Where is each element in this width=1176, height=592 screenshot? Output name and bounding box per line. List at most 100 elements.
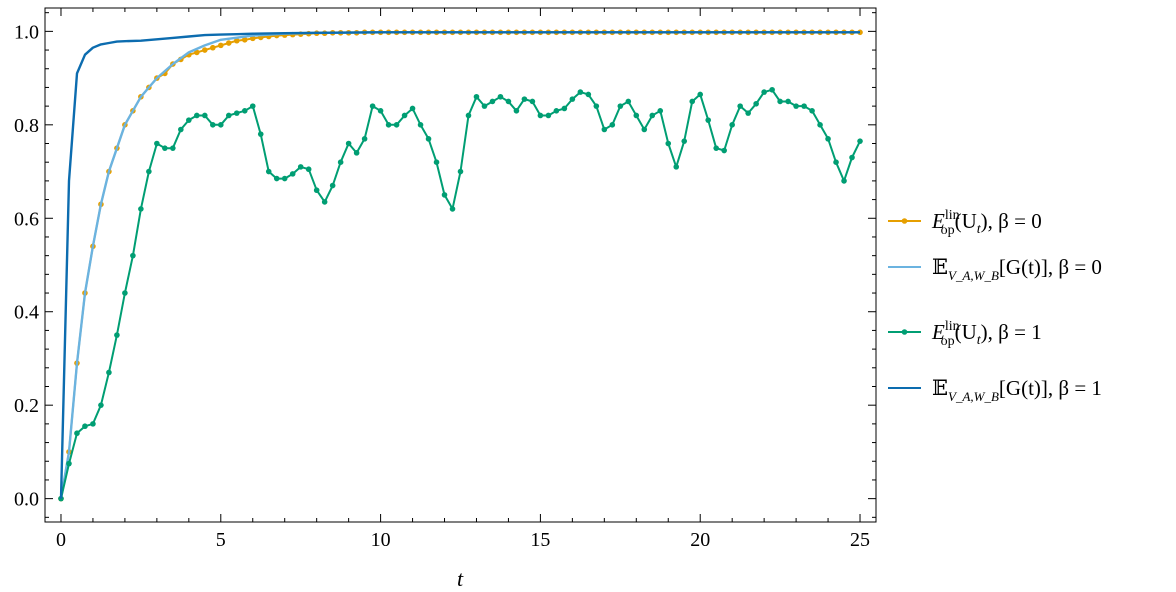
data-point bbox=[154, 140, 160, 147]
data-point bbox=[665, 140, 672, 147]
data-point bbox=[225, 40, 232, 46]
legend-main: E bbox=[931, 209, 945, 233]
data-point bbox=[481, 103, 488, 109]
data-point bbox=[793, 103, 799, 109]
data-point bbox=[761, 89, 767, 95]
data-point bbox=[385, 122, 392, 128]
legend-label: Elin op(Ut), β = 0 bbox=[931, 208, 1042, 238]
legend-main: 𝔼 bbox=[932, 255, 948, 279]
data-point bbox=[569, 96, 576, 102]
data-point bbox=[825, 136, 831, 142]
data-point bbox=[673, 164, 680, 170]
data-point bbox=[162, 145, 168, 151]
data-point bbox=[809, 108, 815, 114]
data-point bbox=[345, 140, 352, 147]
data-point bbox=[497, 93, 504, 100]
y-tick-label: 0.8 bbox=[14, 115, 39, 137]
data-point bbox=[377, 108, 384, 114]
data-point bbox=[713, 145, 719, 151]
legend-rest: [G(t)], β = 0 bbox=[999, 255, 1102, 279]
data-point bbox=[633, 112, 640, 119]
x-tick-label: 5 bbox=[216, 529, 226, 551]
data-point bbox=[545, 112, 552, 119]
data-point bbox=[609, 122, 616, 128]
data-point bbox=[305, 166, 312, 173]
data-point bbox=[409, 105, 416, 112]
data-point bbox=[721, 147, 727, 154]
data-point bbox=[753, 100, 759, 107]
data-point bbox=[657, 108, 664, 114]
data-point bbox=[106, 369, 112, 376]
data-point bbox=[505, 98, 512, 105]
y-tick-label: 0.2 bbox=[14, 395, 39, 417]
data-point bbox=[297, 164, 304, 170]
series-line bbox=[59, 31, 860, 499]
x-tick-label: 25 bbox=[850, 529, 870, 551]
data-point bbox=[257, 131, 264, 137]
data-point bbox=[625, 98, 632, 105]
legend-sub2: t bbox=[977, 333, 982, 348]
data-point bbox=[369, 103, 376, 109]
data-point bbox=[74, 430, 80, 437]
legend-main: E bbox=[931, 320, 945, 344]
data-point bbox=[321, 199, 328, 205]
legend-label: 𝔼V_A,W_B[G(t)], β = 0 bbox=[932, 255, 1102, 283]
data-point bbox=[857, 29, 863, 36]
legend-sub2: t bbox=[977, 222, 982, 237]
data-point bbox=[449, 206, 456, 212]
legend-sub: V_A,W_B bbox=[948, 389, 999, 404]
legend-sub: op bbox=[941, 223, 955, 238]
legend-marker bbox=[901, 329, 908, 335]
data-point bbox=[233, 37, 240, 44]
data-point bbox=[393, 122, 400, 128]
data-point bbox=[178, 126, 184, 133]
data-point bbox=[209, 122, 216, 128]
data-point bbox=[585, 91, 592, 98]
y-tick-label: 0.0 bbox=[14, 489, 39, 511]
data-point bbox=[601, 126, 608, 133]
data-point bbox=[138, 206, 144, 212]
legend-rest: (U bbox=[955, 209, 977, 233]
legend-tail: ), β = 1 bbox=[981, 320, 1042, 344]
y-tick-label: 0.6 bbox=[14, 208, 39, 230]
data-point bbox=[289, 171, 296, 177]
legend-tail: ), β = 0 bbox=[981, 209, 1042, 233]
plot-frame bbox=[44, 7, 877, 523]
data-point bbox=[361, 136, 368, 142]
data-point bbox=[417, 122, 424, 128]
data-point bbox=[433, 159, 440, 165]
data-point bbox=[146, 168, 152, 175]
data-point bbox=[833, 159, 839, 165]
data-point bbox=[681, 138, 688, 144]
data-point bbox=[265, 168, 272, 175]
data-point bbox=[90, 421, 96, 427]
data-point bbox=[217, 42, 224, 49]
data-point bbox=[841, 178, 847, 184]
data-point bbox=[513, 108, 520, 114]
plot-border bbox=[44, 7, 877, 523]
data-point bbox=[561, 105, 568, 112]
data-point bbox=[857, 138, 863, 144]
y-tick-label: 0.4 bbox=[14, 302, 39, 324]
data-point bbox=[273, 175, 280, 182]
x-axis-label: t bbox=[457, 566, 464, 591]
legend-marker bbox=[901, 218, 908, 224]
data-point bbox=[281, 175, 288, 182]
ticks-layer: 0 5 10 15 20 25 0.0 0.2 0.4 0.6 0.8 1.0 bbox=[14, 8, 876, 551]
data-point bbox=[114, 332, 120, 338]
data-point bbox=[649, 112, 656, 119]
data-point bbox=[98, 402, 104, 408]
data-point bbox=[521, 96, 528, 102]
series-line bbox=[59, 31, 860, 499]
data-point bbox=[202, 47, 208, 53]
data-point bbox=[489, 98, 496, 105]
data-point bbox=[82, 423, 88, 430]
data-point bbox=[801, 103, 807, 109]
data-point bbox=[689, 98, 696, 105]
legend-label: 𝔼V_A,W_B[G(t)], β = 1 bbox=[932, 376, 1102, 404]
data-point bbox=[537, 112, 544, 119]
data-point bbox=[553, 108, 560, 114]
data-point bbox=[329, 182, 336, 189]
data-point bbox=[737, 103, 743, 109]
